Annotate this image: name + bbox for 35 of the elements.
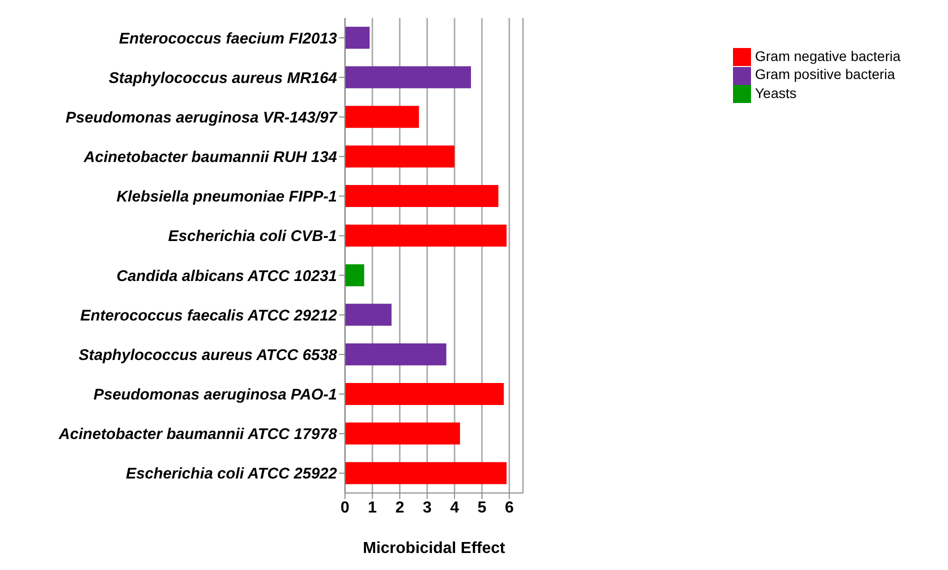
y-tick-label: Staphylococcus aureus MR164 [108,70,338,87]
y-tick-label: Enterococcus faecium FI2013 [119,30,338,48]
bar [345,106,419,128]
x-tick-label: 5 [477,499,486,516]
y-tick-label: Acinetobacter baumannii ATCC 17978 [58,426,338,444]
x-tick-label: 4 [450,499,460,516]
bar [345,145,455,168]
legend-label: Yeasts [755,84,797,101]
bar [345,264,364,286]
y-tick-label: Pseudomonas aeruginosa VR-143/97 [66,109,338,126]
x-axis-title: Microbicidal Effect [362,540,506,557]
bar [345,224,507,247]
bar [345,462,507,484]
bar [345,185,498,208]
y-tick-label: Staphylococcus aureus ATCC 6538 [78,346,338,364]
y-tick-label: Acinetobacter baumannii RUH 134 [82,149,338,166]
x-tick-label: 1 [368,499,377,516]
legend-label: Gram negative bacteria [755,48,901,64]
bar [345,26,370,49]
legend-label: Gram positive bacteria [755,66,896,82]
y-tick-label: Enterococcus faecalis ATCC 29212 [80,307,338,324]
bar [345,304,392,326]
y-tick-label: Candida albicans ATCC 10231 [116,268,337,285]
y-tick-label: Pseudomonas aeruginosa PAO-1 [94,386,337,404]
bar [345,422,460,445]
bar [345,343,446,366]
x-tick-label: 2 [395,499,404,516]
x-tick-label: 3 [422,499,432,516]
y-tick-label: Klebsiella pneumoniae FIPP-1 [116,188,337,206]
y-tick-label: Escherichia coli ATCC 25922 [126,466,338,483]
bar [345,66,471,88]
x-tick-label: 6 [504,499,514,516]
x-tick-label: 0 [340,499,350,516]
y-tick-label: Escherichia coli CVB-1 [168,228,337,246]
bar [345,382,504,405]
